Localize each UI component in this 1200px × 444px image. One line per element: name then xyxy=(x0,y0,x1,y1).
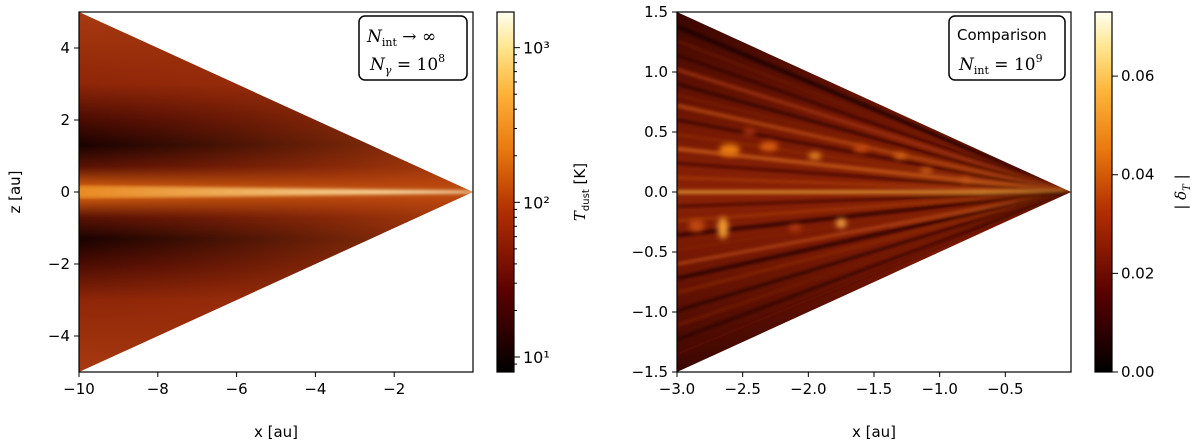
left-midplane-streak xyxy=(79,186,473,198)
y-tick-label: −1.5 xyxy=(632,363,668,381)
colorbar-tick-label: 0.04 xyxy=(1121,166,1154,184)
difference-patch xyxy=(688,219,705,232)
left-annotation-box: Nint → ∞ Nγ = 108 xyxy=(358,15,468,81)
colorbar-tick-label: 10¹ xyxy=(523,348,550,367)
left-panel: −10 −8 −6 −4 −2 −4 −2 0 2 4 x [au] z [au] Nint →… xyxy=(6,11,592,441)
difference-patch xyxy=(788,224,802,232)
difference-streak xyxy=(677,67,1071,194)
difference-streak xyxy=(677,190,1071,223)
difference-patch xyxy=(852,145,869,153)
y-tick-label: 0 xyxy=(60,183,70,201)
left-annotation-line1: Nint → ∞ xyxy=(366,27,436,49)
right-colorbar-gradient xyxy=(1094,11,1113,373)
right-annotation-box: Comparison Nint = 109 xyxy=(948,15,1066,81)
difference-streak xyxy=(677,82,1071,194)
y-tick-label: −0.5 xyxy=(632,243,668,261)
x-tick-label: −0.5 xyxy=(987,380,1023,398)
left-colorbar-label: Tdust [K] xyxy=(571,163,592,221)
x-tick-label: −3.0 xyxy=(659,380,695,398)
x-tick-label: −1.0 xyxy=(921,380,957,398)
difference-streak xyxy=(677,190,1071,312)
x-tick-label: −2.5 xyxy=(724,380,760,398)
right-x-ticks: −3.0 −2.5 −2.0 −1.5 −1.0 −0.5 xyxy=(659,372,1024,398)
right-x-axis-label: x [au] xyxy=(852,423,896,441)
y-tick-label: 4 xyxy=(60,39,70,57)
difference-patch xyxy=(742,128,756,136)
right-colorbar-label: | δT | xyxy=(1172,174,1193,209)
difference-streak xyxy=(677,161,1071,194)
x-tick-label: −8 xyxy=(147,380,169,398)
difference-streak xyxy=(677,54,1071,194)
left-y-ticks: −4 −2 0 2 4 xyxy=(48,39,79,345)
y-tick-label: 0.5 xyxy=(644,123,668,141)
difference-patch xyxy=(960,177,972,183)
left-colorbar: 10¹ 10² 10³ Tdust [K] xyxy=(496,11,592,373)
x-tick-label: −2 xyxy=(383,380,405,398)
right-y-ticks: −1.5 −1.0 −0.5 0.0 0.5 1.0 1.5 xyxy=(632,3,677,381)
colorbar-tick-label: 0.06 xyxy=(1121,67,1154,85)
y-tick-label: 0.0 xyxy=(644,183,668,201)
colorbar-tick-label: 0.02 xyxy=(1121,264,1154,282)
y-tick-label: −1.0 xyxy=(632,303,668,321)
colorbar-tick-label: 10² xyxy=(523,193,550,212)
difference-streak xyxy=(677,103,1071,194)
difference-streak xyxy=(677,133,1071,194)
right-annotation-line1: Comparison xyxy=(957,26,1047,44)
y-tick-label: 2 xyxy=(60,111,70,129)
y-tick-label: −4 xyxy=(48,327,70,345)
difference-streak xyxy=(677,190,1071,251)
difference-patch xyxy=(717,217,729,239)
right-colorbar: 0.00 0.02 0.04 0.06 | δT | xyxy=(1094,11,1193,381)
left-colorbar-ticks: 10¹ 10² 10³ xyxy=(514,39,550,367)
right-field-patches xyxy=(688,128,972,239)
difference-streak xyxy=(677,190,1071,295)
right-annotation-line2: Nint = 109 xyxy=(958,52,1043,77)
y-tick-label: −2 xyxy=(48,255,70,273)
x-tick-label: −4 xyxy=(304,380,326,398)
difference-streak xyxy=(677,190,1071,238)
difference-patch xyxy=(835,218,847,228)
difference-streak xyxy=(677,190,1071,208)
colorbar-tick-label: 0.00 xyxy=(1121,363,1154,381)
difference-streak xyxy=(677,190,1071,341)
difference-streak xyxy=(677,190,1071,281)
difference-patch xyxy=(808,152,822,160)
left-annotation-line2: Nγ = 108 xyxy=(369,52,445,77)
left-y-axis-label: z [au] xyxy=(6,170,24,213)
difference-streak xyxy=(677,190,1071,328)
difference-streak xyxy=(677,190,1071,356)
right-colorbar-ticks: 0.00 0.02 0.04 0.06 xyxy=(1112,67,1154,381)
x-tick-label: −1.5 xyxy=(856,380,892,398)
difference-patch xyxy=(759,141,779,152)
difference-streak xyxy=(677,190,1071,266)
x-tick-label: −6 xyxy=(226,380,248,398)
difference-patch xyxy=(719,144,741,156)
difference-patch xyxy=(893,153,907,159)
difference-patch xyxy=(919,168,934,173)
x-tick-label: −2.0 xyxy=(790,380,826,398)
right-panel: −3.0 −2.5 −2.0 −1.5 −1.0 −0.5 −1.5 −1.0 −0.5 0.0… xyxy=(632,3,1193,441)
left-colorbar-gradient xyxy=(496,11,515,373)
left-x-axis-label: x [au] xyxy=(254,423,298,441)
y-tick-label: 1.0 xyxy=(644,63,668,81)
colorbar-tick-label: 10³ xyxy=(523,39,550,58)
difference-streak xyxy=(677,176,1071,194)
difference-streak xyxy=(677,24,1071,194)
right-field-streaks xyxy=(677,24,1071,356)
difference-streak xyxy=(677,39,1071,194)
difference-streak xyxy=(677,146,1071,194)
y-tick-label: 1.5 xyxy=(644,3,668,21)
x-tick-label: −10 xyxy=(63,380,95,398)
left-x-ticks: −10 −8 −6 −4 −2 xyxy=(63,372,405,398)
